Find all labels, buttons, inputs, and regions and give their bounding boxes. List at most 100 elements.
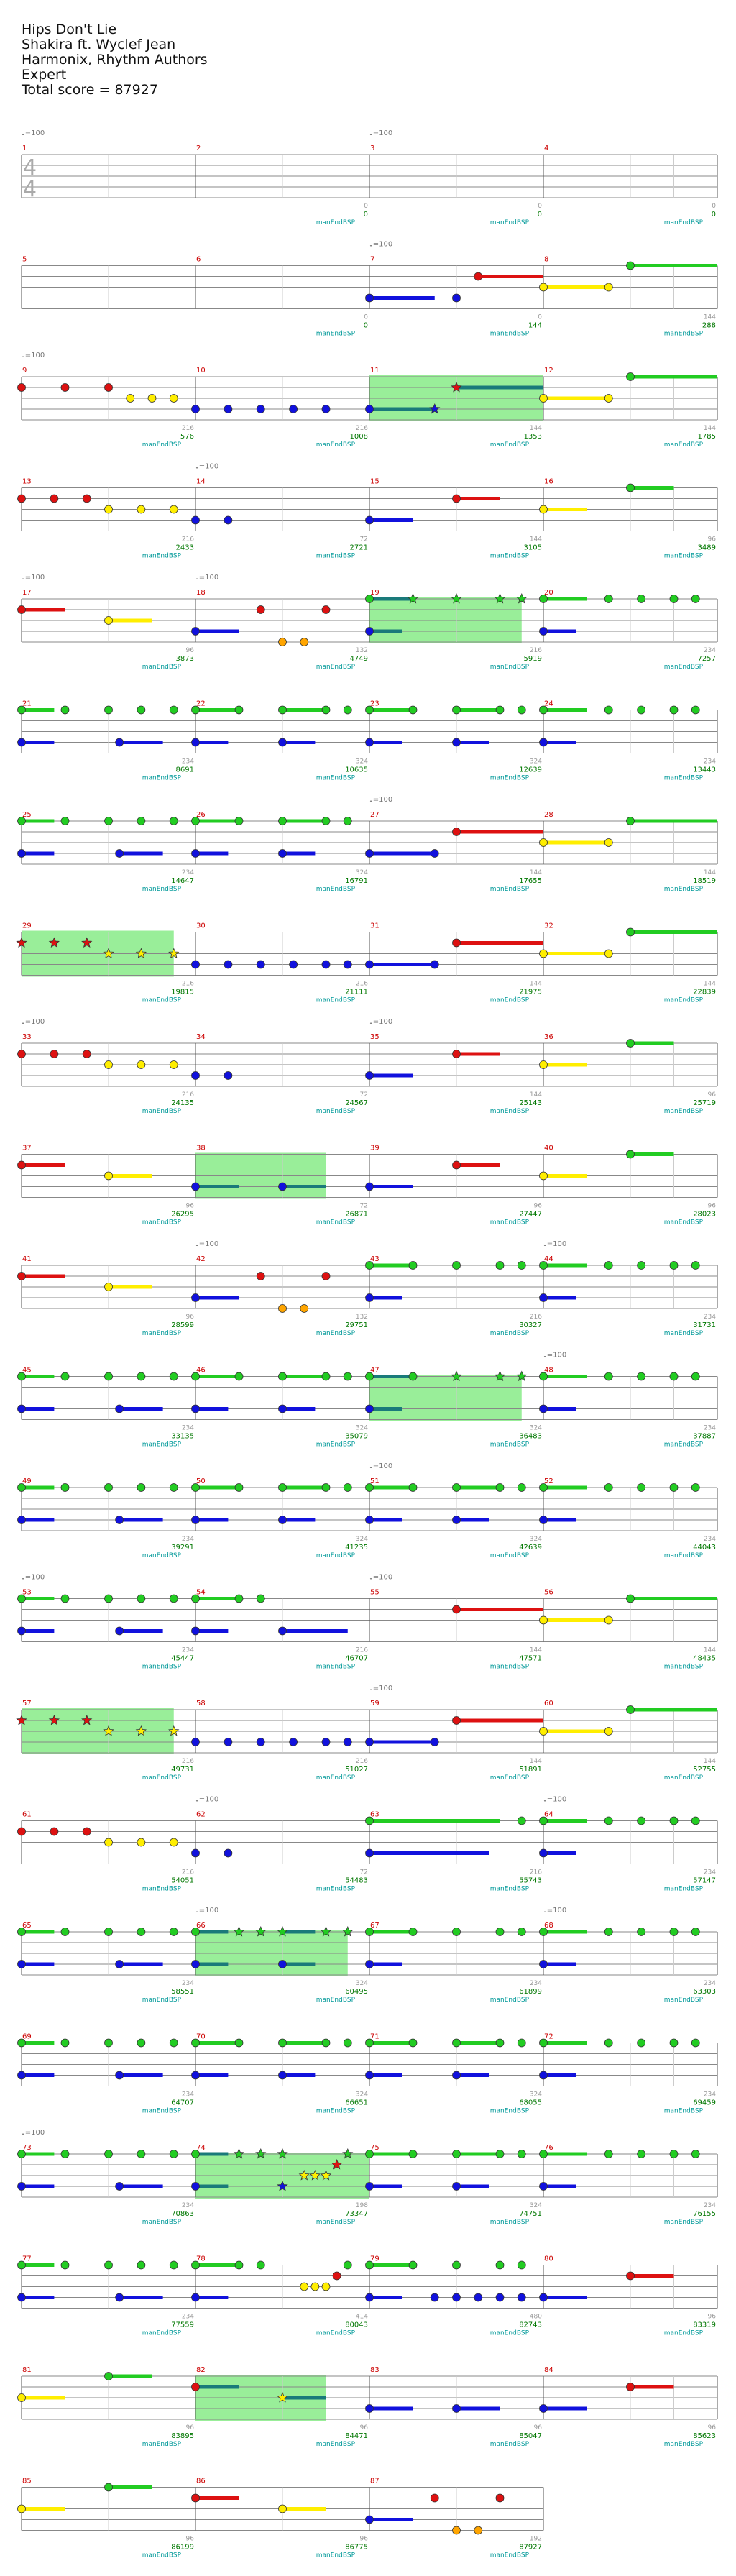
note-blue [278,1404,287,1413]
note-green [365,2260,374,2270]
section-marker: manEndBSP [316,553,356,560]
star-note-red [16,1714,27,1725]
note-blue [365,960,374,969]
measure-total-score: 21975 [519,989,542,996]
star-note-yellow [309,2169,321,2181]
note-green [452,1261,461,1270]
note-yellow [539,1615,548,1625]
measure-number: 1 [22,145,27,152]
measure-number: 72 [544,2033,553,2041]
note-green [452,2150,461,2158]
note-green [604,1372,613,1381]
section-marker: manEndBSP [664,2219,704,2226]
note-blue [365,627,374,636]
measure-total-score: 0 [364,211,368,219]
section-marker: manEndBSP [490,2552,530,2559]
note-blue [17,1626,26,1636]
section-marker: manEndBSP [490,2330,530,2337]
note-green [137,2038,146,2048]
section-marker: manEndBSP [664,1108,704,1115]
measure-notes-score: 0 [364,203,368,210]
measure-number: 28 [544,811,553,819]
measure-total-score: 39291 [171,1544,194,1551]
note-blue [365,2182,374,2191]
section-marker: manEndBSP [142,2330,182,2337]
section-marker: manEndBSP [664,2330,704,2337]
measure-notes-score: 216 [182,1869,194,1876]
note-red [82,1050,91,1058]
section-marker: manEndBSP [664,331,704,338]
note-green [691,1816,700,1825]
star-note-red [16,937,27,948]
star-note-green [342,2148,354,2159]
note-green [191,705,200,715]
measure-total-score: 55743 [519,1877,542,1885]
measure-number: 10 [196,367,206,375]
measure-number: 70 [196,2033,206,2041]
measure-number: 53 [22,1589,32,1597]
measure-number: 5 [22,256,27,264]
note-green [365,1816,374,1825]
section-marker: manEndBSP [664,219,704,226]
section-marker: manEndBSP [664,1997,704,2004]
measure-total-score: 47571 [519,1655,542,1663]
note-yellow [169,394,178,403]
measure-total-score: 49731 [171,1766,194,1774]
measure-total-score: 10635 [345,766,368,774]
tempo-marking: ♩=100 [22,129,45,137]
note-green [169,2150,178,2158]
section-marker: manEndBSP [664,1219,704,1227]
note-blue [191,960,200,969]
measure-total-score: 22839 [693,989,716,996]
note-green [321,705,331,715]
note-green [539,1483,548,1492]
measure-number: 9 [22,367,27,375]
note-green [517,1261,526,1270]
note-green [365,2150,374,2158]
note-blue [278,1960,287,1968]
measure-number: 22 [196,700,206,708]
measure-notes-score: 72 [360,536,368,544]
measure-number: 49 [22,1477,32,1485]
note-blue [365,2404,374,2413]
measure-notes-score: 132 [356,647,368,654]
note-blue [539,1848,548,1858]
note-blue [343,960,352,969]
note-green [137,705,146,715]
note-blue [224,515,233,525]
measure-total-score: 12639 [519,766,542,774]
note-yellow [137,505,146,514]
section-marker: manEndBSP [316,886,356,893]
section-marker: manEndBSP [142,1441,182,1449]
note-red [50,1050,59,1058]
measure-number: 82 [196,2366,206,2374]
tempo-marking: ♩=100 [22,352,45,359]
measure-number: 4 [544,145,548,152]
measure-notes-score: 144 [704,1647,716,1654]
note-green [104,2038,113,2048]
measure-notes-score: 72 [360,1091,368,1099]
measure-notes-score: 144 [530,536,542,544]
note-blue [278,1182,287,1191]
measure-number: 81 [22,2366,32,2374]
note-blue [191,1071,200,1080]
note-green [539,1928,548,1936]
note-red [50,1827,59,1836]
note-green [104,817,113,825]
note-red [17,1827,26,1836]
note-blue [539,1516,548,1524]
note-green [669,2038,678,2048]
measure-notes-score: 324 [530,758,542,766]
note-blue [539,1293,548,1302]
note-green [691,1928,700,1936]
measure-notes-score: 234 [704,758,716,766]
measure-notes-score: 234 [704,2202,716,2209]
note-green [495,2150,505,2158]
note-green [637,595,646,603]
measure-total-score: 4749 [350,655,368,663]
note-green [604,1483,613,1492]
note-blue [365,1404,374,1413]
measure-notes-score: 234 [704,1869,716,1876]
section-marker: manEndBSP [664,1330,704,1337]
note-green [321,1372,331,1381]
